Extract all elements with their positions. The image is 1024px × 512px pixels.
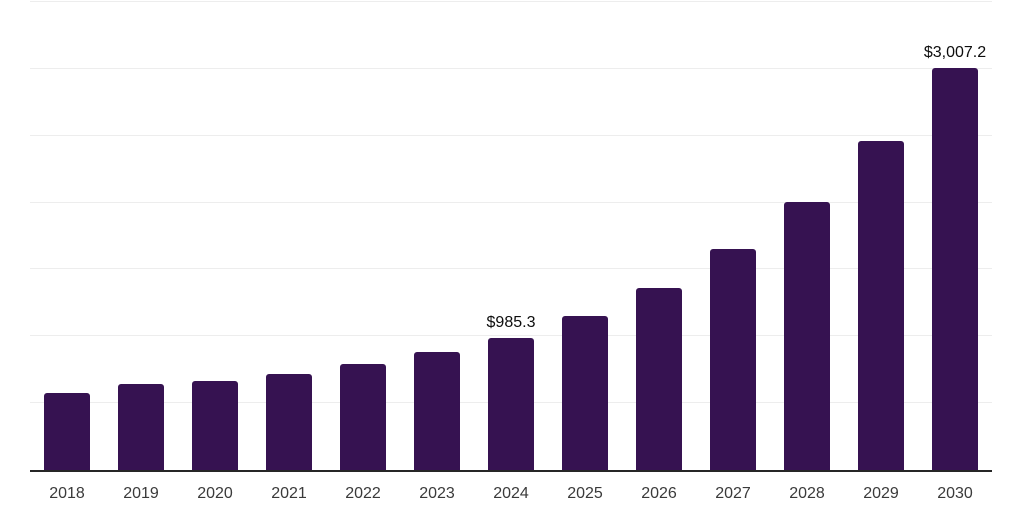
bar-2025 xyxy=(562,315,608,470)
x-tick-label-2027: 2027 xyxy=(715,485,751,502)
x-tick-label-2019: 2019 xyxy=(123,485,159,502)
plot-area: $985.3 $3,007.2 xyxy=(30,0,992,472)
gridline xyxy=(30,134,992,136)
x-tick-label-2025: 2025 xyxy=(567,485,603,502)
bar-2030 xyxy=(932,67,978,470)
x-tick-label-2023: 2023 xyxy=(419,485,455,502)
bar-value-label-2030: $3,007.2 xyxy=(923,43,987,61)
x-axis: 2018 2019 2020 2021 2022 2023 2024 2025 2026 2027… xyxy=(30,472,992,512)
bar-2029 xyxy=(858,140,904,470)
bar-2024 xyxy=(488,338,534,470)
gridline xyxy=(30,268,992,270)
x-tick-label-2018: 2018 xyxy=(49,485,85,502)
x-tick-label-2020: 2020 xyxy=(197,485,233,502)
x-tick-label-2030: 2030 xyxy=(937,485,973,502)
gridline xyxy=(30,335,992,337)
x-tick-label-2024: 2024 xyxy=(493,485,529,502)
bar-2028 xyxy=(784,201,830,470)
bar-2021 xyxy=(266,373,312,470)
x-tick-label-2021: 2021 xyxy=(271,485,307,502)
bar-2018 xyxy=(44,392,90,470)
bar-2027 xyxy=(710,248,756,470)
gridline xyxy=(30,67,992,69)
bar-value-label-2024: $985.3 xyxy=(486,314,536,332)
bar-2023 xyxy=(414,352,460,470)
bar-2026 xyxy=(636,287,682,470)
x-tick-label-2029: 2029 xyxy=(863,485,899,502)
bar-2019 xyxy=(118,384,164,470)
bar-2020 xyxy=(192,381,238,470)
gridline xyxy=(30,201,992,203)
x-tick-label-2028: 2028 xyxy=(789,485,825,502)
x-tick-label-2022: 2022 xyxy=(345,485,381,502)
bar-2022 xyxy=(340,364,386,470)
gridline xyxy=(30,1,992,2)
x-tick-label-2026: 2026 xyxy=(641,485,677,502)
